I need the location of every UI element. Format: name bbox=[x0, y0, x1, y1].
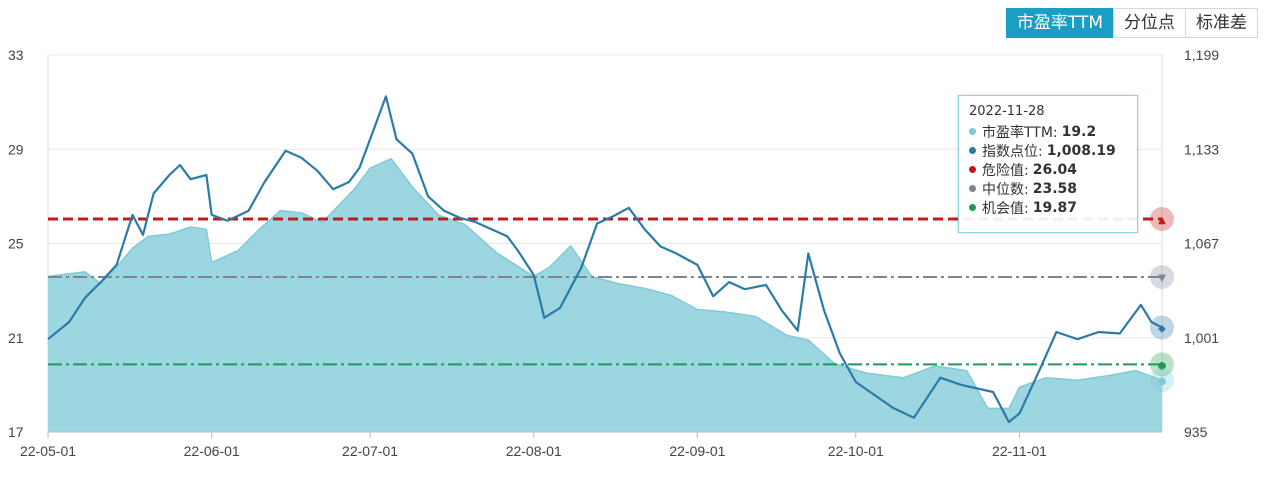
pe-dot-icon bbox=[969, 128, 976, 135]
median-end-marker: ▼ bbox=[1158, 273, 1166, 284]
x-tick-label: 22-05-01 bbox=[20, 443, 76, 459]
tooltip-row-pe: 市盈率TTM: 19.2 bbox=[969, 122, 1127, 141]
tooltip-label: 危险值: bbox=[982, 162, 1029, 179]
danger-dot-icon bbox=[969, 166, 976, 173]
x-tick-label: 22-08-01 bbox=[506, 443, 562, 459]
tab-percentile[interactable]: 分位点 bbox=[1113, 8, 1186, 38]
y-right-tick-label: 1,199 bbox=[1184, 47, 1219, 63]
tooltip-label: 中位数: bbox=[982, 181, 1029, 198]
tooltip-row-danger: 危险值: 26.04 bbox=[969, 160, 1127, 179]
tooltip-value: 19.87 bbox=[1032, 199, 1078, 216]
y-left-tick-label: 21 bbox=[8, 330, 24, 346]
tooltip-label: 市盈率TTM: bbox=[982, 124, 1058, 141]
y-left-tick-label: 25 bbox=[8, 236, 24, 252]
y-right-tick-label: 1,133 bbox=[1184, 141, 1219, 157]
index-line bbox=[47, 95, 1163, 424]
tooltip-value: 26.04 bbox=[1032, 161, 1078, 178]
opportunity-dot-icon bbox=[969, 204, 976, 211]
tooltip-value: 23.58 bbox=[1032, 180, 1078, 197]
y-left-tick-label: 17 bbox=[8, 424, 24, 440]
y-left-tick-label: 33 bbox=[8, 47, 24, 63]
tooltip-value: 19.2 bbox=[1061, 123, 1097, 140]
x-tick-label: 22-07-01 bbox=[342, 443, 398, 459]
x-tick-label: 22-11-01 bbox=[992, 443, 1047, 459]
tooltip-value: 1,008.19 bbox=[1046, 142, 1116, 159]
tooltip-row-opportunity: 机会值: 19.87 bbox=[969, 198, 1127, 217]
tooltip-row-median: 中位数: 23.58 bbox=[969, 179, 1127, 198]
x-tick-label: 22-06-01 bbox=[184, 443, 240, 459]
y-right-tick-label: 1,001 bbox=[1184, 330, 1219, 346]
danger-end-marker-halo bbox=[1150, 206, 1174, 231]
index-end-marker: ◆ bbox=[1158, 323, 1166, 334]
index-end-marker-halo bbox=[1150, 315, 1174, 340]
metric-tabs: 市盈率TTM 分位点 标准差 bbox=[1005, 8, 1258, 38]
index-dot-icon bbox=[969, 147, 976, 154]
tooltip-label: 机会值: bbox=[982, 200, 1029, 217]
opportunity-end-marker: ● bbox=[1158, 360, 1167, 371]
tab-std-dev[interactable]: 标准差 bbox=[1185, 8, 1258, 38]
y-right-tick-label: 935 bbox=[1184, 424, 1208, 440]
y-right-tick-label: 1,067 bbox=[1184, 236, 1219, 252]
median-end-marker-halo bbox=[1150, 264, 1174, 289]
x-tick-label: 22-09-01 bbox=[669, 443, 725, 459]
y-left-tick-label: 29 bbox=[8, 141, 24, 157]
pe-end-marker: ● bbox=[1158, 376, 1167, 387]
chart-tooltip: 2022-11-28 市盈率TTM: 19.2 指数点位: 1,008.19 危险值… bbox=[958, 95, 1138, 233]
pe-line bbox=[47, 157, 1163, 410]
tab-pe-ttm[interactable]: 市盈率TTM bbox=[1005, 8, 1114, 38]
x-tick-label: 22-10-01 bbox=[828, 443, 884, 459]
tooltip-label: 指数点位: bbox=[982, 143, 1043, 160]
pe-end-marker-halo bbox=[1150, 368, 1174, 393]
median-dot-icon bbox=[969, 185, 976, 192]
tooltip-date: 2022-11-28 bbox=[969, 104, 1045, 119]
danger-end-marker: ▲ bbox=[1158, 215, 1166, 226]
opportunity-end-marker-halo bbox=[1150, 352, 1174, 377]
tooltip-row-index: 指数点位: 1,008.19 bbox=[969, 141, 1127, 160]
